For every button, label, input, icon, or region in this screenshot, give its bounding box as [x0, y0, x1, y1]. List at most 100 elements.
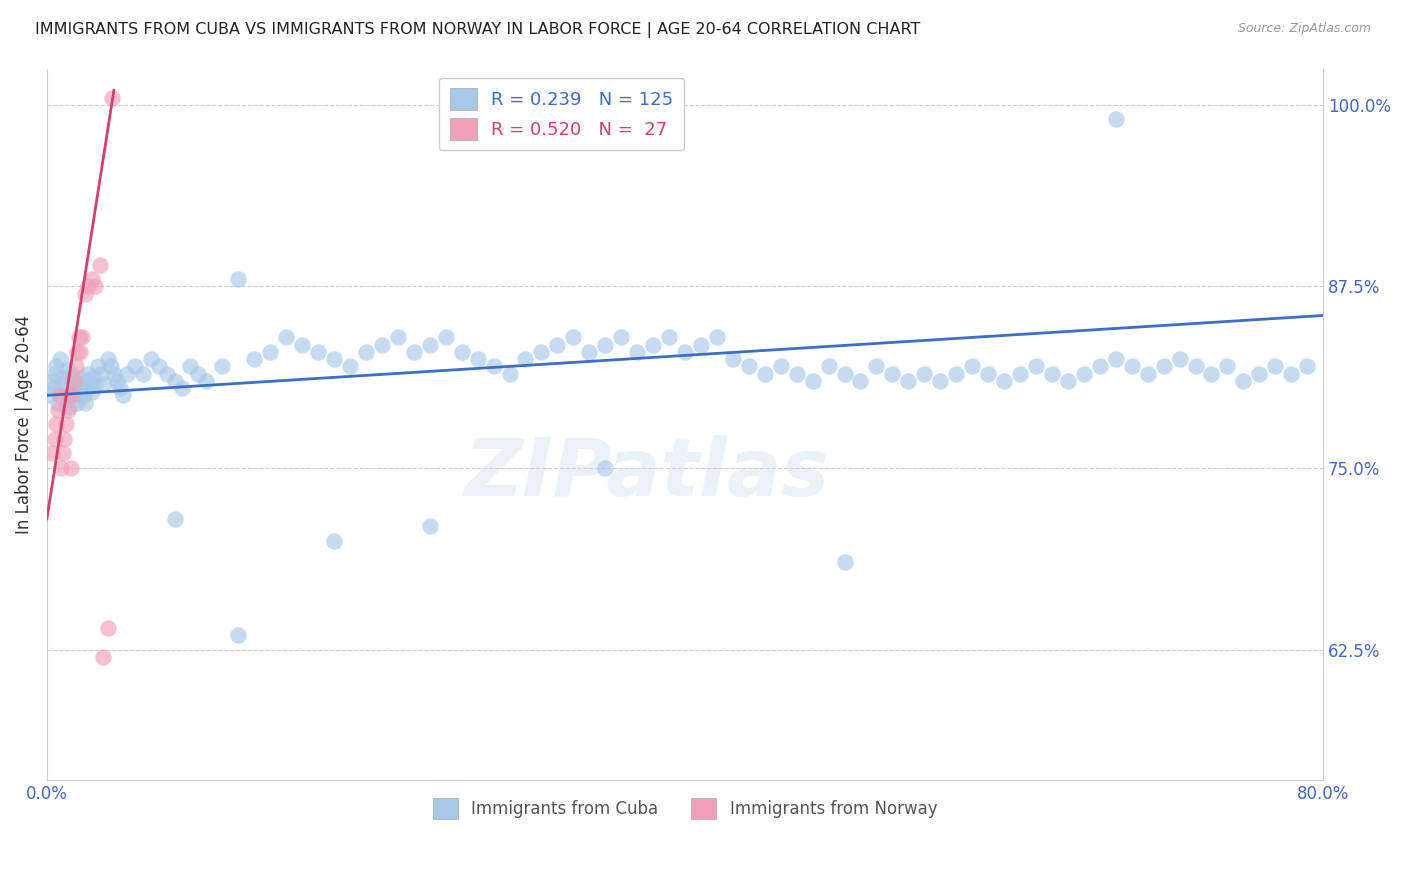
- Point: [44, 432, 66, 446]
- Point: [228, 628, 250, 642]
- Point: [163, 374, 186, 388]
- Point: [578, 344, 600, 359]
- Point: [79, 376, 101, 391]
- Point: [101, 90, 124, 104]
- Point: [721, 352, 744, 367]
- Point: [42, 381, 65, 395]
- Point: [738, 359, 761, 374]
- Point: [83, 378, 105, 392]
- Point: [562, 330, 585, 344]
- Point: [1216, 359, 1239, 374]
- Point: [148, 359, 170, 374]
- Point: [1025, 359, 1047, 374]
- Point: [371, 337, 394, 351]
- Point: [1121, 359, 1143, 374]
- Point: [977, 367, 1000, 381]
- Point: [546, 337, 568, 351]
- Point: [626, 344, 648, 359]
- Point: [80, 272, 103, 286]
- Point: [658, 330, 681, 344]
- Point: [339, 359, 361, 374]
- Point: [46, 403, 69, 417]
- Point: [75, 286, 97, 301]
- Point: [39, 388, 62, 402]
- Point: [1264, 359, 1286, 374]
- Point: [69, 371, 91, 385]
- Point: [58, 400, 80, 414]
- Point: [77, 279, 100, 293]
- Point: [1184, 359, 1206, 374]
- Point: [100, 359, 122, 374]
- Point: [139, 352, 162, 367]
- Point: [80, 385, 103, 400]
- Point: [482, 359, 505, 374]
- Point: [172, 381, 194, 395]
- Point: [96, 352, 118, 367]
- Point: [96, 621, 118, 635]
- Point: [41, 374, 63, 388]
- Point: [243, 352, 266, 367]
- Point: [211, 359, 233, 374]
- Point: [960, 359, 983, 374]
- Point: [1073, 367, 1095, 381]
- Point: [53, 391, 76, 405]
- Point: [112, 388, 135, 402]
- Point: [59, 367, 82, 381]
- Point: [58, 388, 80, 402]
- Point: [610, 330, 633, 344]
- Point: [387, 330, 409, 344]
- Point: [48, 388, 70, 402]
- Point: [77, 367, 100, 381]
- Point: [65, 359, 87, 374]
- Point: [63, 381, 86, 395]
- Point: [467, 352, 489, 367]
- Point: [882, 367, 904, 381]
- Point: [1136, 367, 1159, 381]
- Point: [44, 367, 66, 381]
- Point: [45, 359, 67, 374]
- Point: [993, 374, 1015, 388]
- Point: [187, 367, 209, 381]
- Point: [402, 344, 425, 359]
- Point: [63, 374, 86, 388]
- Point: [82, 371, 104, 385]
- Point: [228, 272, 250, 286]
- Point: [51, 376, 73, 391]
- Point: [673, 344, 696, 359]
- Point: [59, 461, 82, 475]
- Point: [834, 556, 856, 570]
- Point: [593, 337, 616, 351]
- Point: [155, 367, 177, 381]
- Point: [276, 330, 298, 344]
- Point: [72, 388, 94, 402]
- Point: [66, 395, 89, 409]
- Point: [434, 330, 457, 344]
- Point: [52, 371, 75, 385]
- Point: [1232, 374, 1254, 388]
- Point: [46, 395, 69, 409]
- Point: [1153, 359, 1175, 374]
- Point: [1040, 367, 1063, 381]
- Point: [90, 367, 112, 381]
- Point: [354, 344, 377, 359]
- Y-axis label: In Labor Force | Age 20-64: In Labor Force | Age 20-64: [15, 315, 32, 534]
- Point: [70, 330, 93, 344]
- Point: [62, 388, 84, 402]
- Point: [163, 512, 186, 526]
- Point: [530, 344, 553, 359]
- Text: ZIPatlas: ZIPatlas: [464, 435, 830, 513]
- Point: [115, 367, 138, 381]
- Point: [53, 432, 76, 446]
- Point: [291, 337, 314, 351]
- Point: [1249, 367, 1271, 381]
- Point: [110, 381, 132, 395]
- Point: [179, 359, 201, 374]
- Point: [786, 367, 808, 381]
- Point: [690, 337, 713, 351]
- Point: [91, 649, 114, 664]
- Point: [754, 367, 776, 381]
- Point: [912, 367, 935, 381]
- Point: [643, 337, 665, 351]
- Point: [51, 461, 73, 475]
- Point: [419, 337, 441, 351]
